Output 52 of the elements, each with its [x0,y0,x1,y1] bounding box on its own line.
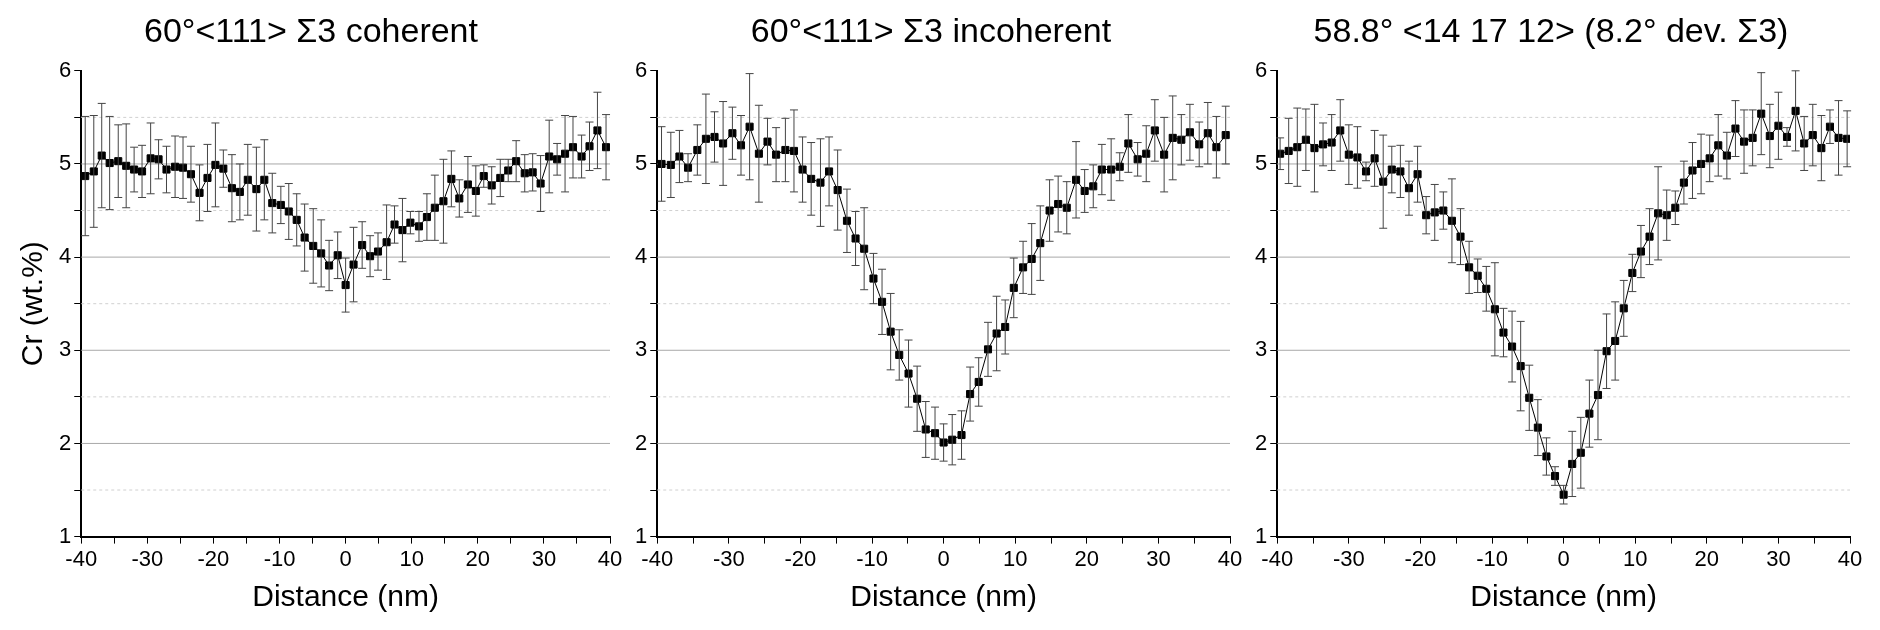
x-tick-label: 30 [1766,545,1791,571]
chart-title: 58.8° <14 17 12> (8.2° dev. Σ3) [1313,10,1789,49]
y-tick-label: 1 [634,522,648,548]
y-tick-label: 4 [1254,243,1268,269]
x-tick-label: -10 [263,545,296,571]
x-tick-label: -10 [1476,545,1508,571]
x-tick-label: 10 [1002,545,1028,571]
chart-title: 60°<111> Σ3 incoherent [750,10,1112,49]
y-tick-label: 3 [1254,336,1268,362]
y-tick-label: 4 [634,243,648,269]
x-tick-label: -10 [856,545,888,571]
x-tick-label: -20 [1404,545,1437,571]
x-tick-label: 20 [465,545,491,571]
x-tick-label: -30 [131,545,164,571]
y-tick-label: 3 [634,336,648,362]
x-tick-label: -20 [784,545,817,571]
x-tick-label: -30 [712,545,745,571]
y-tick-label: 1 [1254,522,1268,548]
x-tick-label: 30 [1146,545,1171,571]
y-axis-title: Cr (wt.%) [15,241,49,367]
x-tick-label: -40 [1261,545,1294,571]
x-tick-label: 0 [339,545,352,571]
x-tick-label: 20 [1694,545,1720,571]
y-tick-label: 6 [1254,56,1268,82]
y-tick-label: 5 [634,150,648,176]
y-tick-label: 3 [58,336,72,362]
x-tick-label: 10 [1622,545,1648,571]
x-axis-title: Distance (nm) [850,579,1037,613]
x-tick-label: -20 [197,545,230,571]
x-tick-label: 20 [1074,545,1100,571]
x-tick-label: 0 [1557,545,1570,571]
x-tick-label: 40 [1217,545,1243,571]
y-tick-label: 4 [58,243,72,269]
x-tick-label: -40 [65,545,98,571]
y-tick-label: 2 [1254,429,1268,455]
x-axis-title: Distance (nm) [252,579,439,613]
chart-title: 60°<111> Σ3 coherent [144,10,479,49]
x-tick-label: 40 [597,545,623,571]
x-tick-label: 40 [1837,545,1863,571]
x-tick-label: -30 [1332,545,1365,571]
y-tick-label: 6 [634,56,648,82]
x-tick-label: -40 [641,545,674,571]
y-tick-label: 5 [1254,150,1268,176]
x-tick-label: 10 [399,545,424,571]
y-tick-label: 5 [58,150,72,176]
x-tick-label: 0 [937,545,950,571]
x-tick-label: 30 [531,545,557,571]
y-tick-label: 2 [58,429,72,455]
y-tick-label: 1 [58,522,72,548]
y-tick-label: 6 [58,56,72,82]
x-axis-title: Distance (nm) [1470,579,1657,613]
y-tick-label: 2 [634,429,648,455]
